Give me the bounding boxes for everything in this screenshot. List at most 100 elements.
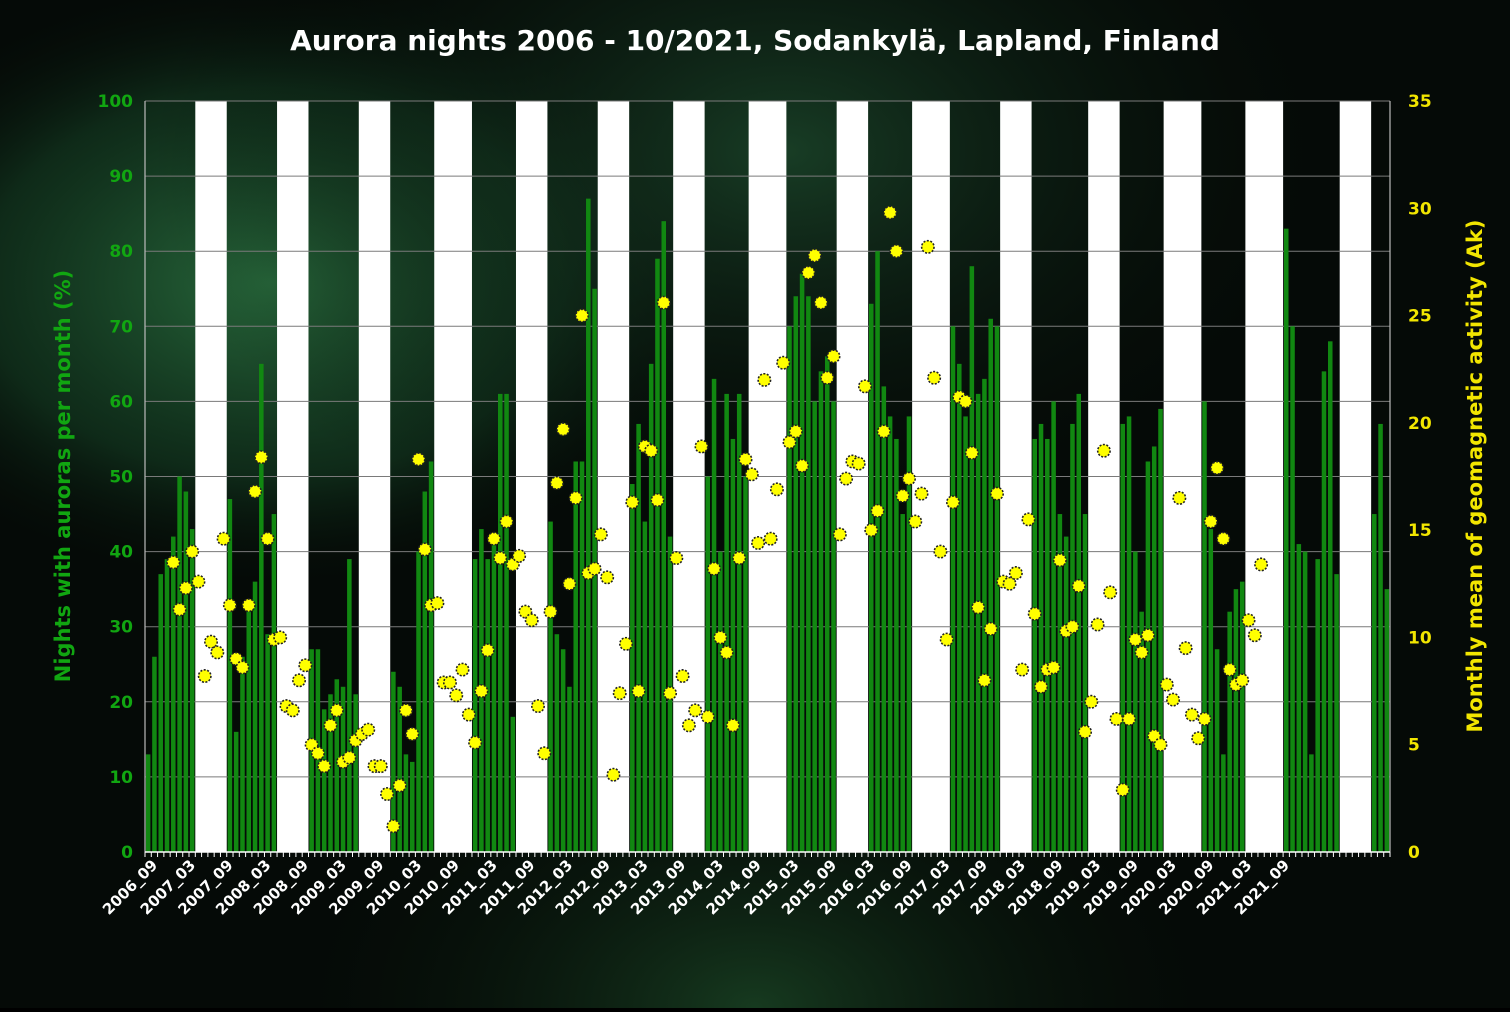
dot-2011_05 (499, 514, 514, 529)
chart-title: Aurora nights 2006 - 10/2021, Sodankylä,… (290, 24, 1220, 57)
bar-2008_03 (265, 634, 270, 852)
dot-2020_06 (1184, 707, 1199, 722)
bar-2013_03 (642, 521, 648, 852)
dot-2020_11 (1216, 531, 1231, 546)
dot-2010_12 (468, 735, 483, 750)
dot-2019_06 (1109, 711, 1124, 726)
dot-2016_08 (895, 488, 910, 503)
dot-2008_08 (292, 673, 307, 688)
bar-2020_08 (1202, 401, 1207, 852)
dot-2012_11 (612, 686, 627, 701)
dot-2009_10 (380, 787, 395, 802)
dot-2013_07 (663, 686, 678, 701)
bar-2011_12 (548, 521, 553, 852)
right-tick-label-30: 30 (1408, 199, 1432, 219)
dot-2017_03 (939, 632, 954, 647)
dot-2014_09 (751, 536, 766, 551)
dot-2011_10 (530, 699, 545, 714)
dot-2009_04 (342, 750, 357, 765)
right-tick-label-20: 20 (1408, 414, 1432, 434)
bar-2019_09 (1133, 551, 1138, 852)
dot-2014_04 (719, 645, 734, 660)
bar-2021_10 (1290, 326, 1295, 852)
dot-2019_07 (1115, 782, 1130, 797)
dot-2015_03 (788, 424, 803, 439)
bar-2018_12 (1076, 393, 1082, 852)
right-tick-label-10: 10 (1408, 628, 1432, 648)
dot-2015_11 (839, 471, 854, 486)
dot-2018_12 (1071, 578, 1086, 593)
dot-2011_09 (524, 613, 539, 628)
bar-2018_05 (1032, 438, 1037, 852)
dot-2016_02 (857, 379, 872, 394)
dot-2013_11 (688, 703, 703, 718)
dot-2016_12 (920, 239, 935, 254)
bar-2016_05 (881, 386, 887, 852)
bar-2018_06 (1038, 423, 1044, 852)
dot-2015_05 (801, 265, 816, 280)
dot-2015_10 (832, 527, 847, 542)
dot-2008_09 (298, 658, 313, 673)
right-tick-label-0: 0 (1408, 843, 1420, 863)
dot-2014_07 (738, 452, 753, 467)
bar-2012_01 (554, 634, 560, 852)
bar-2008_02 (259, 363, 264, 852)
dot-2007_04 (191, 574, 206, 589)
dot-2009_12 (392, 778, 407, 793)
bar-2009_05 (353, 694, 358, 852)
dot-2018_01 (1002, 576, 1017, 591)
bar-2017_11 (994, 326, 1000, 852)
left-tick-label-60: 60 (109, 392, 133, 412)
dot-2017_07 (964, 445, 979, 460)
bar-2016_07 (894, 438, 899, 852)
dot-2009_09 (373, 759, 388, 774)
bar-2014_07 (743, 476, 748, 852)
dot-2014_10 (757, 372, 772, 387)
dot-2016_09 (901, 471, 916, 486)
dot-2007_06 (204, 634, 219, 649)
bar-2009_02 (334, 679, 340, 852)
dot-2008_02 (254, 450, 269, 465)
dot-2020_03 (1166, 692, 1181, 707)
dot-2017_02 (933, 544, 948, 559)
bar-2014_04 (724, 393, 729, 852)
dot-2020_09 (1203, 514, 1218, 529)
right-tick-label-5: 5 (1408, 736, 1420, 756)
dot-2017_08 (971, 600, 986, 615)
dot-2019_04 (1096, 443, 1111, 458)
bar-2012_03 (567, 686, 572, 852)
bar-2014_03 (718, 551, 723, 852)
right-tick-label-35: 35 (1408, 92, 1432, 112)
bar-2019_10 (1139, 611, 1144, 852)
dot-2011_11 (537, 746, 552, 761)
left-axis-label: Nights with auroras per month (%) (51, 270, 75, 682)
bar-2008_01 (252, 581, 258, 852)
dot-2010_04 (417, 542, 432, 557)
bar-2015_09 (831, 401, 836, 852)
dot-2020_07 (1191, 731, 1206, 746)
bar-2011_02 (485, 559, 490, 852)
right-axis-label: Monthly mean of geomagnetic activity (Ak… (1463, 219, 1487, 732)
dot-2008_12 (317, 759, 332, 774)
bar-2020_12 (1227, 611, 1232, 852)
dot-2021_04 (1247, 628, 1262, 643)
bar-2006_12 (171, 536, 176, 852)
bar-2022_05 (1334, 574, 1339, 852)
bar-2020_09 (1208, 529, 1214, 852)
dot-2020_12 (1222, 662, 1237, 677)
bar-2012_04 (573, 461, 578, 852)
dot-2016_07 (889, 244, 904, 259)
bar-2010_04 (422, 491, 428, 852)
bar-2018_10 (1063, 536, 1069, 852)
dot-2019_08 (1122, 711, 1137, 726)
dot-2011_12 (543, 604, 558, 619)
dot-2014_11 (763, 531, 778, 546)
dot-2010_02 (405, 726, 420, 741)
dot-2018_05 (1027, 606, 1042, 621)
dot-2007_11 (235, 660, 250, 675)
bar-2014_06 (736, 393, 742, 852)
bar-2013_05 (655, 258, 660, 853)
bar-2015_02 (787, 326, 792, 852)
bar-2020_01 (1158, 408, 1163, 852)
dot-2015_06 (807, 248, 822, 263)
